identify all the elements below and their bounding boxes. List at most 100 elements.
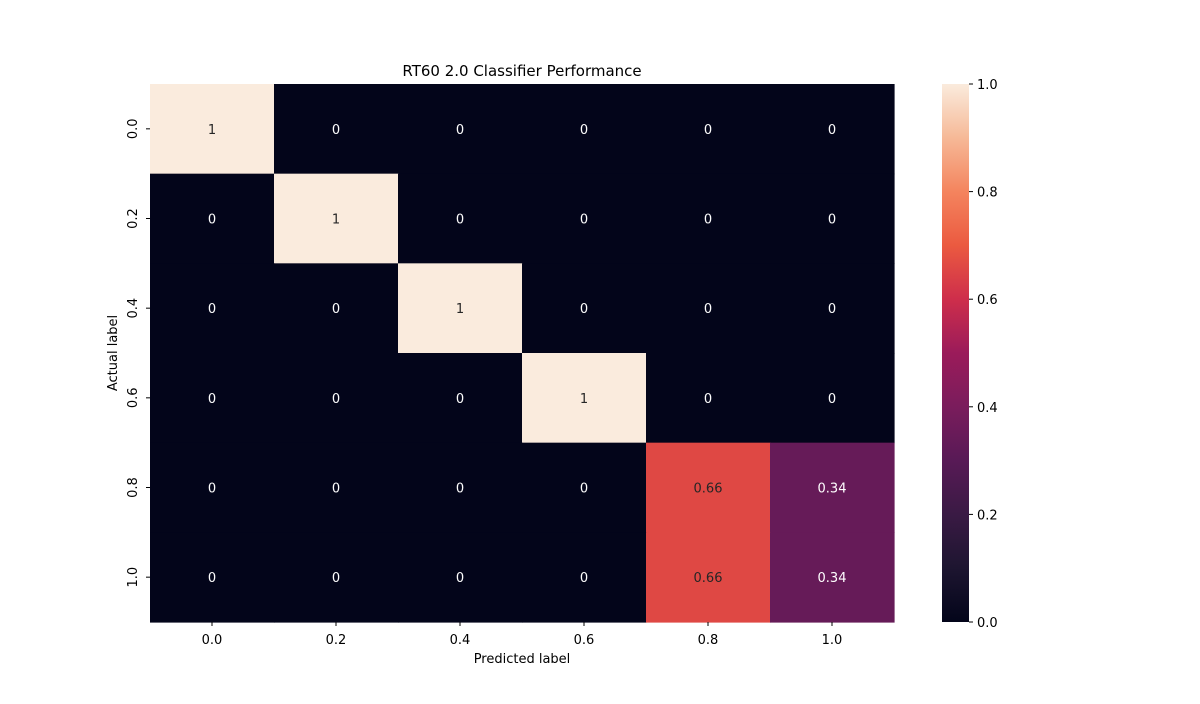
cell-r2-c0: [150, 263, 275, 354]
cell-r2-c2: [398, 263, 523, 354]
cell-r4-c0: [150, 442, 275, 533]
cell-label-r1-c5: 0: [828, 213, 836, 228]
cell-label-r2-c0: 0: [208, 302, 216, 317]
y-tick-label-3: 0.6: [126, 387, 141, 408]
cell-r3-c5: [770, 353, 895, 444]
cell-label-r5-c1: 0: [332, 571, 340, 586]
cell-r1-c5: [770, 173, 895, 264]
cell-r1-c0: [150, 173, 275, 264]
cell-label-r3-c5: 0: [828, 392, 836, 407]
cell-r3-c0: [150, 353, 275, 444]
cell-r3-c4: [646, 353, 771, 444]
x-tick-label-0: 0.0: [202, 633, 223, 648]
cell-label-r5-c3: 0: [580, 571, 588, 586]
cell-r5-c3: [522, 532, 647, 623]
cell-label-r2-c4: 0: [704, 302, 712, 317]
colorbar-tick-label-1: 0.2: [977, 508, 998, 523]
y-tick-label-5: 1.0: [126, 567, 141, 588]
cell-label-r2-c5: 0: [828, 302, 836, 317]
cell-label-r5-c5: 0.34: [818, 571, 847, 586]
colorbar-tick-label-3: 0.6: [977, 293, 998, 308]
cell-label-r0-c5: 0: [828, 123, 836, 138]
x-tick-label-3: 0.6: [574, 633, 595, 648]
cell-annotations: 1 0 0 0 0 0 0 1 0 0 0 0 0 0 1 0 0 0 0 0 0 1 0 0 0 0 0 0 0.66 0.34 0 0 0 0…: [208, 123, 847, 586]
cell-r0-c3: [522, 84, 647, 175]
heatmap-cells: [150, 84, 895, 623]
cell-r0-c1: [274, 84, 399, 175]
x-tick-label-4: 0.8: [698, 633, 719, 648]
cell-r5-c5: [770, 532, 895, 623]
colorbar-tick-label-0: 0.0: [977, 616, 998, 631]
cell-r2-c4: [646, 263, 771, 354]
cell-label-r0-c1: 0: [332, 123, 340, 138]
cell-label-r5-c0: 0: [208, 571, 216, 586]
cell-r5-c0: [150, 532, 275, 623]
colorbar: [942, 84, 969, 622]
cell-r3-c3: [522, 353, 647, 444]
cell-label-r1-c4: 0: [704, 213, 712, 228]
y-tick-label-0: 0.0: [126, 118, 141, 139]
y-tick-label-2: 0.4: [126, 298, 141, 319]
cell-label-r3-c1: 0: [332, 392, 340, 407]
cell-r0-c2: [398, 84, 523, 175]
cell-r1-c1: [274, 173, 399, 264]
cell-label-r4-c3: 0: [580, 482, 588, 497]
colorbar-tick-label-2: 0.4: [977, 401, 998, 416]
cell-label-r2-c3: 0: [580, 302, 588, 317]
cell-r2-c5: [770, 263, 895, 354]
x-tick-label-1: 0.2: [326, 633, 347, 648]
y-axis-label: Actual label: [106, 315, 121, 391]
cell-r0-c0: [150, 84, 275, 175]
cell-r3-c2: [398, 353, 523, 444]
cell-r5-c4: [646, 532, 771, 623]
cell-label-r0-c3: 0: [580, 123, 588, 138]
cell-r4-c1: [274, 442, 399, 533]
cell-label-r3-c0: 0: [208, 392, 216, 407]
y-axis-ticks: 0.0 0.2 0.4 0.6 0.8 1.0: [126, 118, 150, 588]
cell-label-r2-c2: 1: [456, 302, 464, 317]
cell-r0-c5: [770, 84, 895, 175]
y-tick-label-4: 0.8: [126, 477, 141, 498]
cell-r4-c2: [398, 442, 523, 533]
y-tick-label-1: 0.2: [126, 208, 141, 229]
cell-label-r3-c2: 0: [456, 392, 464, 407]
cell-label-r5-c4: 0.66: [694, 571, 723, 586]
cell-label-r4-c5: 0.34: [818, 482, 847, 497]
x-tick-label-2: 0.4: [450, 633, 471, 648]
cell-r3-c1: [274, 353, 399, 444]
cell-label-r4-c1: 0: [332, 482, 340, 497]
cell-label-r5-c2: 0: [456, 571, 464, 586]
cell-r4-c3: [522, 442, 647, 533]
cell-label-r4-c0: 0: [208, 482, 216, 497]
cell-r1-c2: [398, 173, 523, 264]
cell-r5-c1: [274, 532, 399, 623]
cell-label-r1-c2: 0: [456, 213, 464, 228]
cell-r2-c3: [522, 263, 647, 354]
x-axis-label: Predicted label: [474, 652, 571, 667]
cell-label-r2-c1: 0: [332, 302, 340, 317]
cell-label-r1-c3: 0: [580, 213, 588, 228]
cell-label-r3-c4: 0: [704, 392, 712, 407]
cell-r1-c4: [646, 173, 771, 264]
cell-label-r0-c4: 0: [704, 123, 712, 138]
x-axis-ticks: 0.0 0.2 0.4 0.6 0.8 1.0: [202, 622, 843, 648]
colorbar-ticks: 0.0 0.2 0.4 0.6 0.8 1.0: [969, 78, 998, 631]
x-tick-label-5: 1.0: [822, 633, 843, 648]
colorbar-tick-label-4: 0.8: [977, 186, 998, 201]
cell-label-r4-c4: 0.66: [694, 482, 723, 497]
cell-r1-c3: [522, 173, 647, 264]
cell-label-r1-c1: 1: [332, 213, 340, 228]
cell-label-r1-c0: 0: [208, 213, 216, 228]
cell-r4-c4: [646, 442, 771, 533]
cell-label-r0-c0: 1: [208, 123, 216, 138]
cell-label-r0-c2: 0: [456, 123, 464, 138]
cell-r0-c4: [646, 84, 771, 175]
cell-label-r4-c2: 0: [456, 482, 464, 497]
cell-r4-c5: [770, 442, 895, 533]
chart-title: RT60 2.0 Classifier Performance: [402, 62, 641, 80]
colorbar-tick-label-5: 1.0: [977, 78, 998, 93]
cell-r2-c1: [274, 263, 399, 354]
cell-r5-c2: [398, 532, 523, 623]
